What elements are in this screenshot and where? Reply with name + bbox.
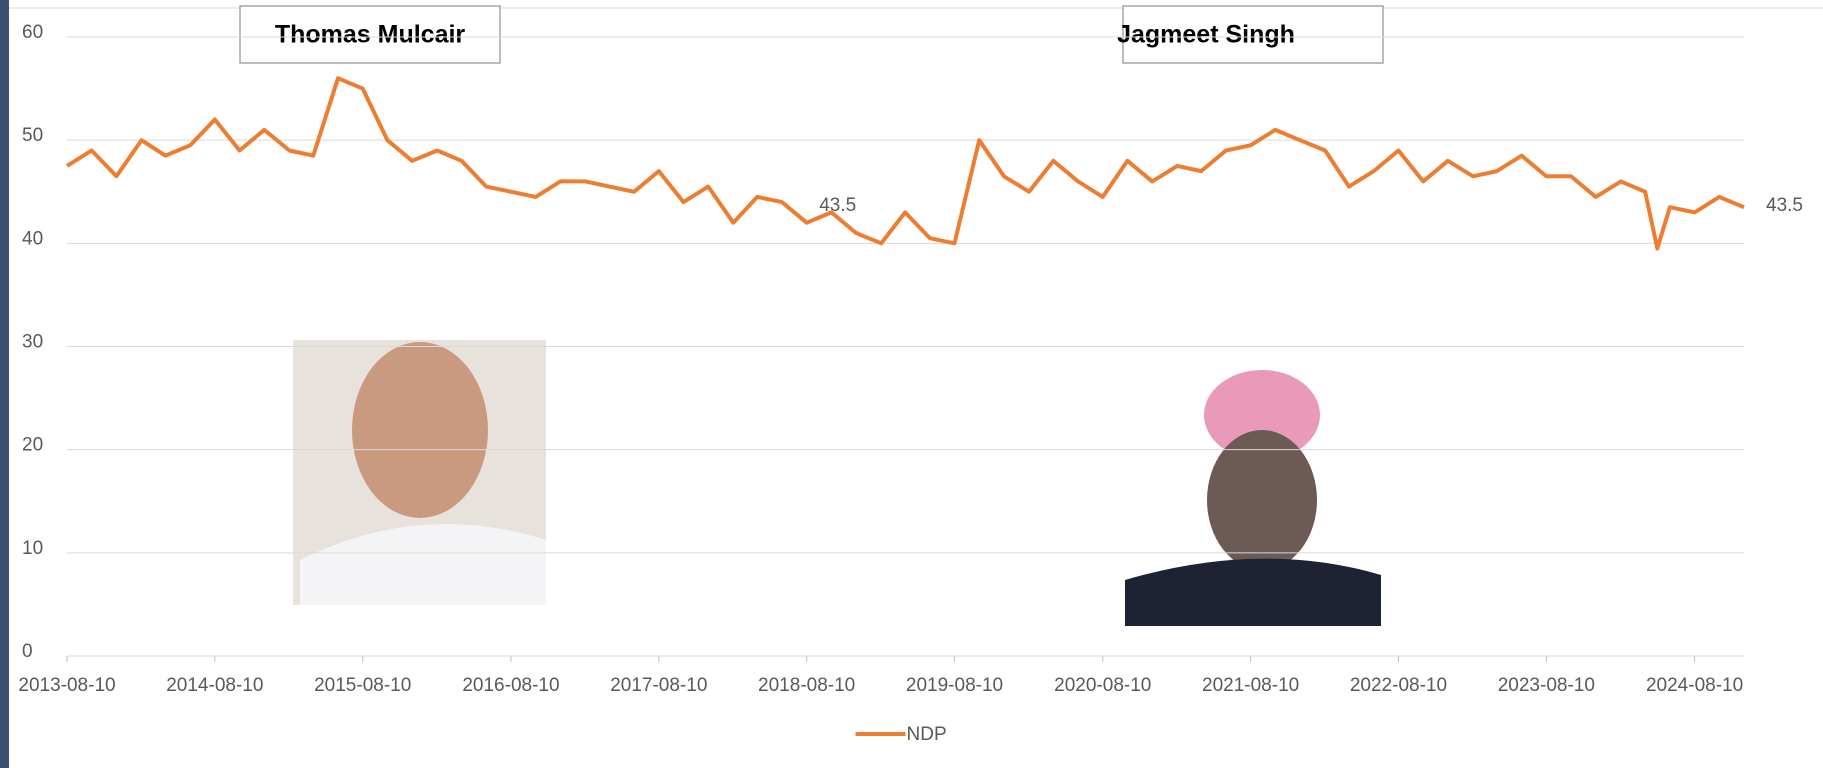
side-strip [0,0,9,768]
leader-box [1122,5,1384,64]
x-tick-label: 2014-08-10 [166,675,263,696]
x-tick-label: 2018-08-10 [758,675,855,696]
annotation: 43.5 [819,195,856,216]
x-tick-label: 2020-08-10 [1054,675,1151,696]
y-tick-label: 60 [22,22,43,43]
leader-box [239,5,501,64]
data-line [65,76,1745,251]
x-tick-label: 2021-08-10 [1202,675,1299,696]
x-tick-label: 2019-08-10 [906,675,1003,696]
y-tick-label: 40 [22,228,43,249]
x-tick-label: 2015-08-10 [314,675,411,696]
data-label: 43.5 [1766,195,1803,216]
x-tick-label: 2013-08-10 [18,675,115,696]
y-tick-label: 20 [22,435,43,456]
leader-label: Thomas Mulcair [275,21,466,49]
legend-label: NDP [907,724,947,745]
y-tick-label: 0 [22,641,33,662]
y-tick-label: 50 [22,125,43,146]
x-tick-label: 2022-08-10 [1350,675,1447,696]
y-tick-label: 10 [22,538,43,559]
photo-placeholder [1125,370,1381,626]
x-tick-label: 2017-08-10 [610,675,707,696]
leader-label: Jagmeet Singh [1117,21,1295,49]
x-tick-label: 2016-08-10 [462,675,559,696]
y-tick-label: 30 [22,332,43,353]
x-tick-label: 2023-08-10 [1498,675,1595,696]
photo-placeholder [293,340,546,605]
x-tick-label: 2024-08-10 [1646,675,1743,696]
